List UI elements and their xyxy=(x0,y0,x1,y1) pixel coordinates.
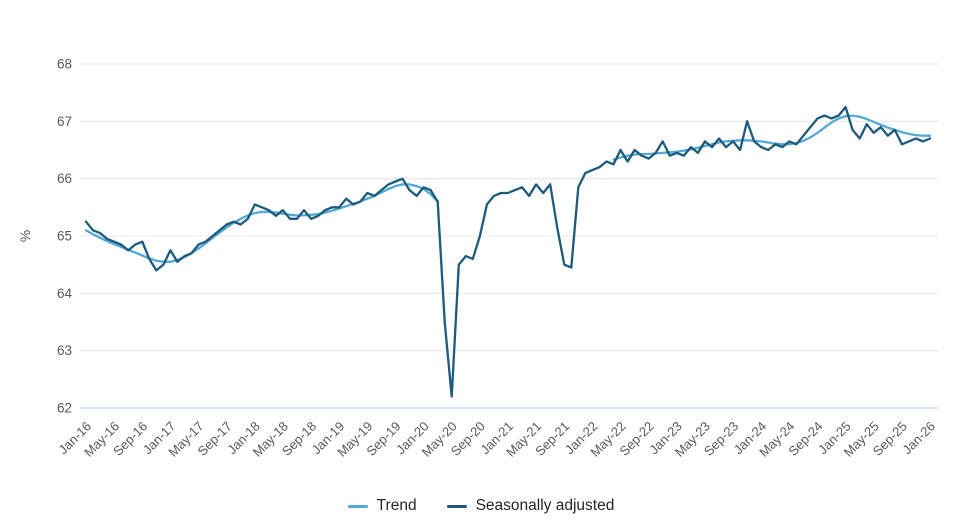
legend-item-seasonally-adjusted[interactable]: Seasonally adjusted xyxy=(446,497,615,515)
trend-line xyxy=(84,114,932,263)
y-tick-label: 62 xyxy=(57,401,72,416)
y-axis-title: % xyxy=(17,230,33,242)
seasonally-adjusted-line xyxy=(84,105,932,398)
seasonally-adjusted-line-swatch xyxy=(446,504,467,508)
x-axis-labels: Jan-16May-16Sep-16Jan-17May-17Sep-17Jan-… xyxy=(55,419,938,460)
gridlines xyxy=(80,63,938,409)
y-axis-labels: 68 67 66 65 64 63 62 xyxy=(57,57,73,416)
y-tick-label: 67 xyxy=(57,114,72,129)
x-tick-label: Jan-26 xyxy=(899,419,938,458)
y-tick-label: 66 xyxy=(57,171,72,186)
legend-item-trend[interactable]: Trend xyxy=(347,497,417,515)
legend-label-trend: Trend xyxy=(376,497,417,514)
y-tick-label: 68 xyxy=(57,57,72,72)
chart-canvas: 68 67 66 65 64 63 62 % Jan-16May-16Sep-16Jan-1… xyxy=(17,57,938,460)
series-lines xyxy=(84,105,932,398)
y-tick-label: 63 xyxy=(57,343,72,358)
y-tick-label: 64 xyxy=(57,286,73,301)
chart-legend: Trend Seasonally adjusted xyxy=(0,497,962,515)
legend-label-seasonally-adjusted: Seasonally adjusted xyxy=(475,497,615,514)
trend-line-swatch xyxy=(347,504,368,508)
y-tick-label: 65 xyxy=(57,229,72,244)
